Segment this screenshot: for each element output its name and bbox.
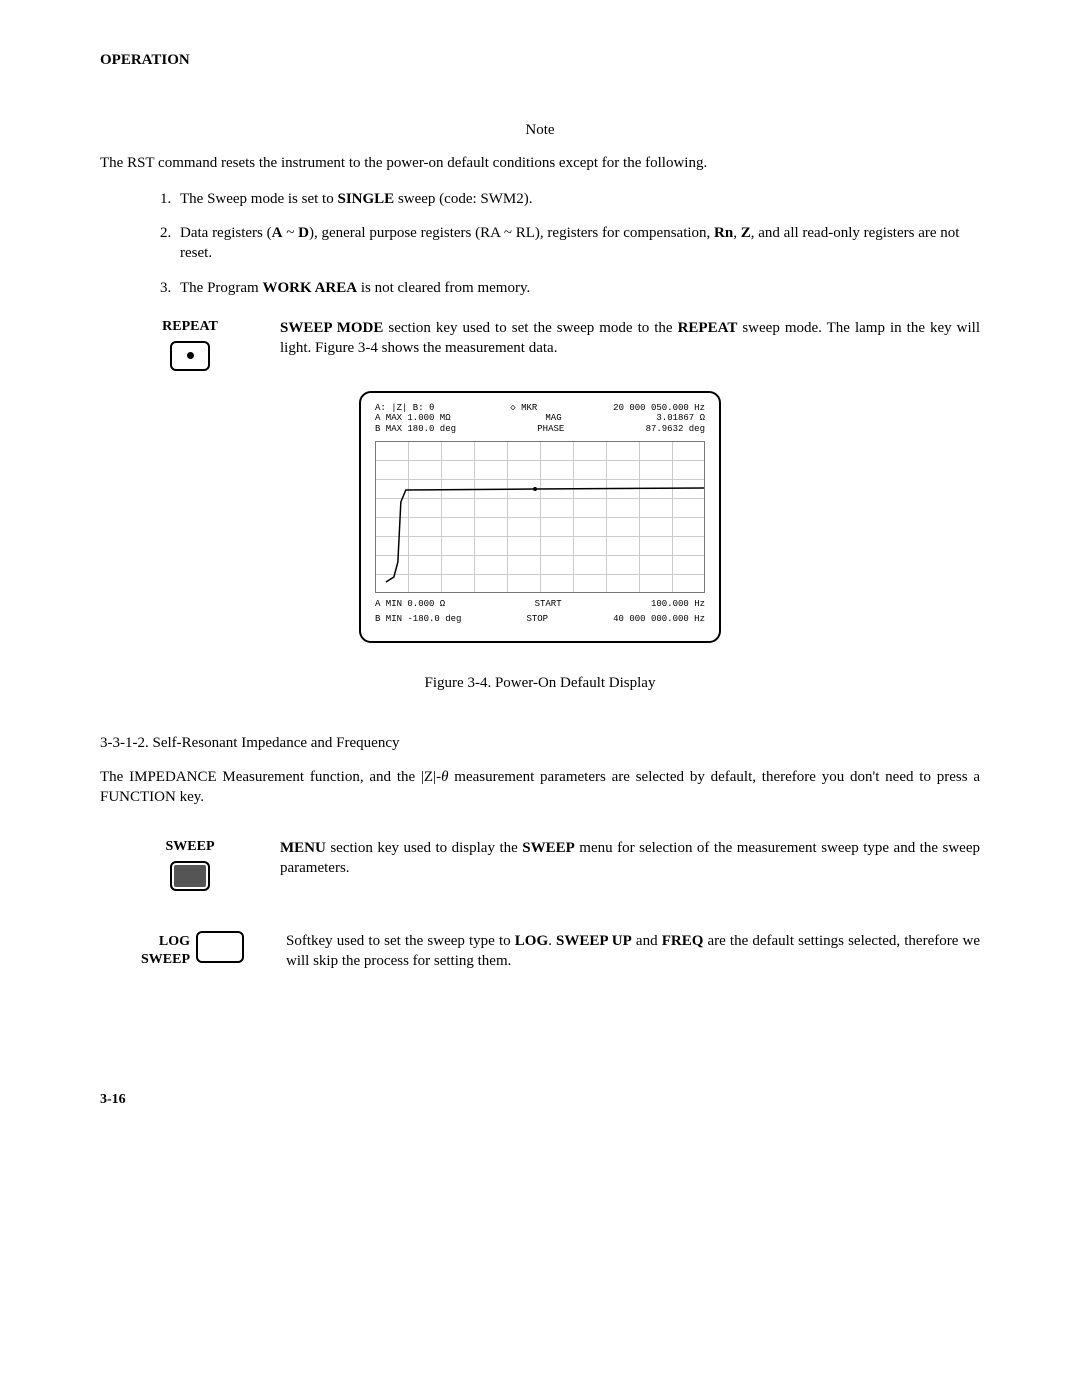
repeat-button-icon (170, 341, 210, 371)
key-column: REPEAT (100, 318, 280, 371)
sweep-label: SWEEP (100, 838, 280, 857)
figure-graph-area (375, 441, 705, 593)
sweep-key-block: SWEEP MENU section key used to display t… (100, 838, 980, 891)
page-number: 3-16 (100, 1091, 980, 1110)
logsweep-key-block: LOG SWEEP Softkey used to set the sweep … (100, 931, 980, 972)
figure-caption: Figure 3-4. Power-On Default Display (100, 673, 980, 693)
figure-container: A: |Z| B: θ◇ MKR20 000 050.000 Hz A MAX … (100, 391, 980, 693)
intro-paragraph: The RST command resets the instrument to… (100, 153, 980, 173)
key-column (196, 931, 280, 963)
logsweep-label: LOG SWEEP (100, 931, 196, 971)
note-label: Note (100, 120, 980, 140)
figure-box: A: |Z| B: θ◇ MKR20 000 050.000 Hz A MAX … (359, 391, 721, 643)
repeat-description: SWEEP MODE section key used to set the s… (280, 318, 980, 359)
list-number: 3. (160, 278, 180, 298)
list-text: The Program WORK AREA is not cleared fro… (180, 278, 980, 298)
sweep-description: MENU section key used to display the SWE… (280, 838, 980, 879)
list-number: 2. (160, 223, 180, 264)
impedance-paragraph: The IMPEDANCE Measurement function, and … (100, 767, 980, 808)
list-item-2: 2. Data registers (A ~ D), general purpo… (160, 223, 980, 264)
sweep-button-icon (170, 861, 210, 891)
repeat-label: REPEAT (100, 318, 280, 337)
list-text: The Sweep mode is set to SINGLE sweep (c… (180, 189, 980, 209)
numbered-list: 1. The Sweep mode is set to SINGLE sweep… (160, 189, 980, 298)
list-text: Data registers (A ~ D), general purpose … (180, 223, 980, 264)
section-header: OPERATION (100, 50, 980, 70)
logsweep-button-icon (196, 931, 244, 963)
list-number: 1. (160, 189, 180, 209)
logsweep-description: Softkey used to set the sweep type to LO… (286, 931, 980, 972)
subsection-title: 3-3-1-2. Self-Resonant Impedance and Fre… (100, 733, 980, 753)
key-column: SWEEP (100, 838, 280, 891)
list-item-3: 3. The Program WORK AREA is not cleared … (160, 278, 980, 298)
repeat-key-block: REPEAT SWEEP MODE section key used to se… (100, 318, 980, 371)
list-item-1: 1. The Sweep mode is set to SINGLE sweep… (160, 189, 980, 209)
